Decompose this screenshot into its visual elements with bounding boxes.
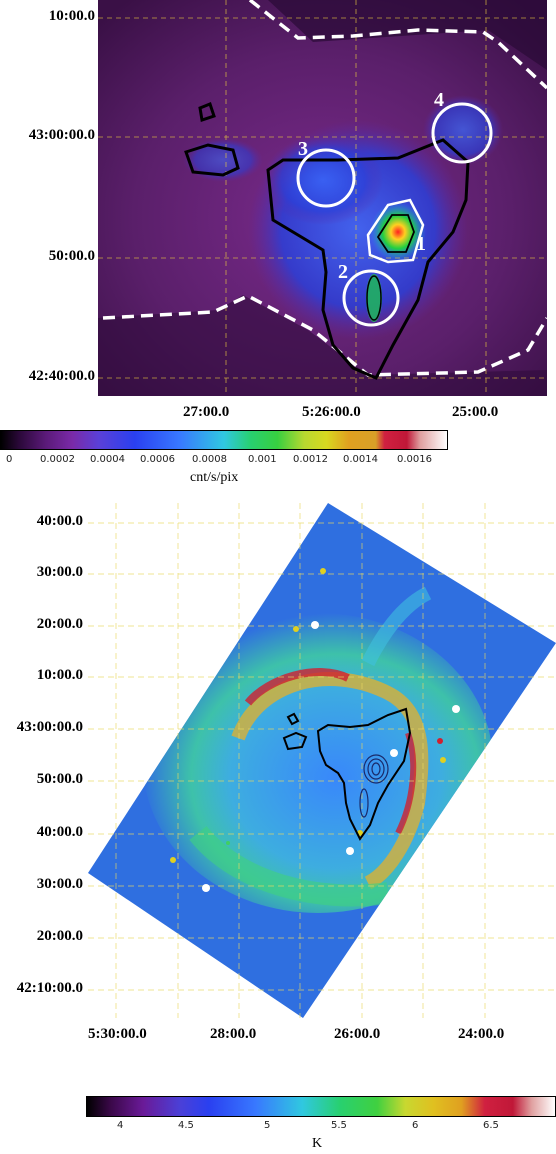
top-colorbar-tick: 0.0006 bbox=[140, 454, 175, 465]
radio-shell-rim bbox=[244, 668, 350, 706]
radio-contour bbox=[316, 707, 412, 841]
boundary-dashed bbox=[248, 0, 547, 90]
bottom-colorbar-tick: 6.5 bbox=[483, 1120, 499, 1131]
region-circle-3 bbox=[296, 148, 356, 208]
region-label-2: 2 bbox=[338, 261, 348, 283]
xray-dark-edge-bottom bbox=[98, 295, 547, 396]
xray-contour bbox=[184, 143, 240, 177]
top-colorbar-tick: 0.0008 bbox=[192, 454, 227, 465]
xray-grid bbox=[98, 0, 547, 396]
radio-contour bbox=[282, 731, 308, 751]
top-x-tick-3: 25:00.0 bbox=[452, 404, 499, 420]
top-y-tick-2: 43:00:00.0 bbox=[28, 127, 95, 143]
top-colorbar-tick: 0.0004 bbox=[90, 454, 125, 465]
region-circle-4 bbox=[431, 102, 493, 164]
region-label-3: 3 bbox=[298, 138, 308, 160]
xray-dark-edge bbox=[98, 0, 547, 70]
bottom-y-tick-5: 43:00:00.0 bbox=[16, 719, 83, 735]
radio-shell-rim bbox=[231, 672, 429, 890]
top-colorbar bbox=[0, 430, 448, 450]
bottom-x-tick-1: 5:30:00.0 bbox=[88, 1026, 147, 1042]
bottom-y-tick-8: 30:00.0 bbox=[36, 876, 83, 892]
top-colorbar-tick: 0.0002 bbox=[40, 454, 75, 465]
bottom-colorbar-unit: K bbox=[312, 1136, 323, 1151]
xray-contour-inner bbox=[366, 198, 425, 264]
bottom-y-tick-2: 30:00.0 bbox=[36, 564, 83, 580]
radio-contour-core bbox=[359, 754, 389, 818]
bottom-y-tick-4: 10:00.0 bbox=[36, 667, 83, 683]
bottom-y-tick-9: 20:00.0 bbox=[36, 928, 83, 944]
bottom-y-tick-6: 50:00.0 bbox=[36, 771, 83, 787]
top-colorbar-tick: 0.001 bbox=[248, 454, 277, 465]
bottom-colorbar-tick: 4 bbox=[117, 1120, 124, 1131]
xray-contour bbox=[266, 138, 470, 380]
radio-image bbox=[88, 503, 556, 1018]
bottom-colorbar bbox=[86, 1096, 556, 1117]
bottom-colorbar-tick: 5.5 bbox=[331, 1120, 347, 1131]
top-x-tick-1: 27:00.0 bbox=[183, 404, 230, 420]
emission-blob bbox=[263, 135, 383, 225]
region-label-4: 4 bbox=[434, 89, 444, 111]
xray-image: 1 2 3 4 bbox=[98, 0, 547, 396]
emission-blob bbox=[183, 138, 263, 182]
radio-grid bbox=[88, 503, 556, 1018]
bottom-y-tick-3: 20:00.0 bbox=[36, 616, 83, 632]
xray-contour-inner bbox=[366, 275, 382, 321]
top-colorbar-unit: cnt/s/pix bbox=[190, 470, 239, 485]
xray-contour-inner bbox=[376, 214, 415, 253]
radio-filament bbox=[361, 586, 432, 667]
radio-shell-rim bbox=[395, 732, 417, 835]
xray-contour bbox=[198, 102, 216, 122]
bottom-y-tick-7: 40:00.0 bbox=[36, 824, 83, 840]
bottom-colorbar-tick: 6 bbox=[412, 1120, 419, 1131]
point-sources bbox=[170, 568, 460, 892]
top-x-tick-2: 5:26:00.0 bbox=[302, 404, 361, 420]
bottom-colorbar-tick: 5 bbox=[264, 1120, 271, 1131]
top-colorbar-tick: 0 bbox=[6, 454, 13, 465]
top-y-tick-4: 42:40:00.0 bbox=[28, 368, 95, 384]
top-colorbar-tick: 0.0014 bbox=[343, 454, 378, 465]
top-colorbar-tick: 0.0016 bbox=[397, 454, 432, 465]
bottom-x-tick-4: 24:00.0 bbox=[458, 1026, 505, 1042]
bottom-colorbar-tick: 4.5 bbox=[178, 1120, 194, 1131]
bottom-x-tick-2: 28:00.0 bbox=[210, 1026, 257, 1042]
region-label-1: 1 bbox=[416, 233, 426, 255]
bottom-y-tick-1: 40:00.0 bbox=[36, 513, 83, 529]
top-y-tick-1: 10:00.0 bbox=[48, 8, 95, 24]
radio-contour bbox=[286, 712, 300, 726]
bottom-x-tick-3: 26:00.0 bbox=[334, 1026, 381, 1042]
top-y-tick-3: 50:00.0 bbox=[48, 248, 95, 264]
bottom-y-tick-10: 42:10:00.0 bbox=[16, 980, 83, 996]
region-circle-2 bbox=[342, 269, 400, 327]
emission-knot bbox=[366, 274, 382, 322]
top-colorbar-tick: 0.0012 bbox=[293, 454, 328, 465]
